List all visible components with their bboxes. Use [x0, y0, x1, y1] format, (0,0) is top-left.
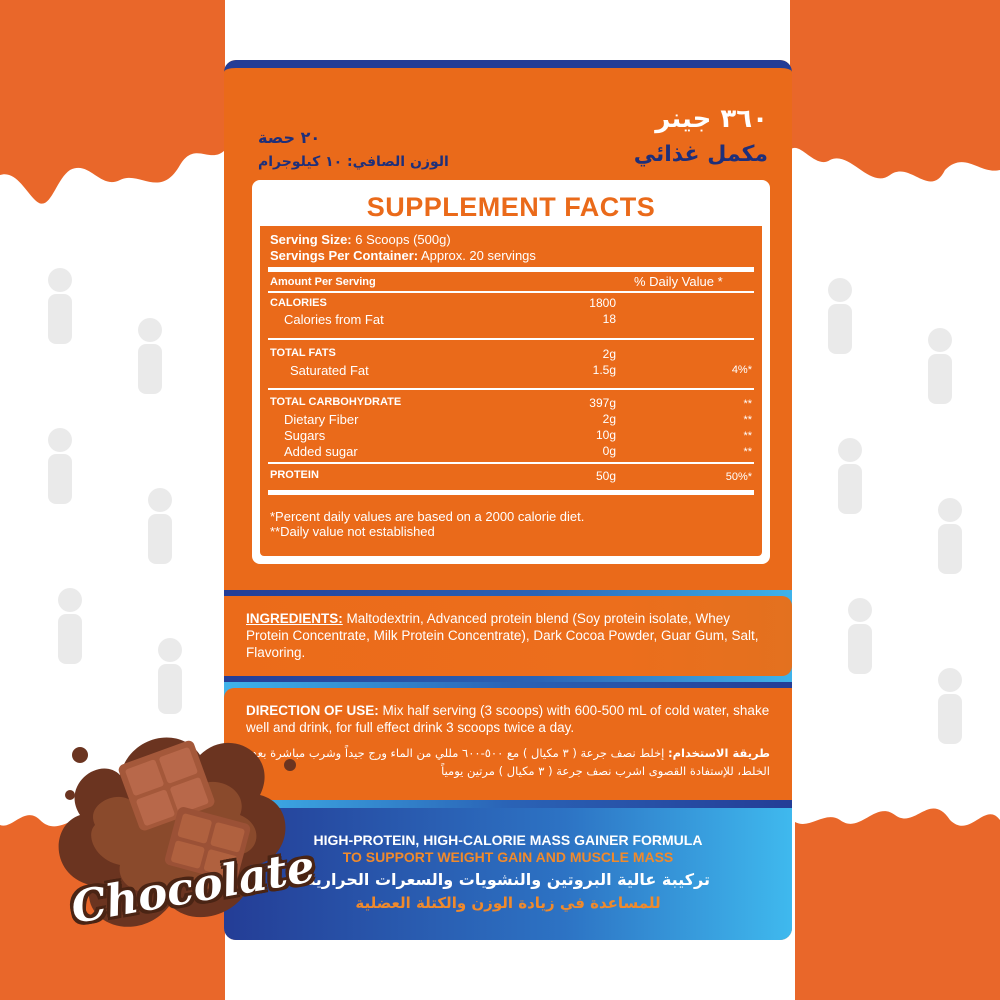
footnote-not-established: **Daily value not established	[270, 524, 435, 539]
sugars-dv: **	[743, 430, 752, 442]
sugars-label: Sugars	[284, 428, 326, 443]
calories-from-fat-label: Calories from Fat	[284, 312, 384, 327]
product-name-ar: ٣٦٠ جينر	[655, 104, 768, 134]
calories-amount: 1800	[589, 296, 616, 310]
direction-text-ar: طريقة الاستخدام: إخلط نصف جرعة ( ٣ مكيال…	[240, 744, 770, 780]
total-carbohydrate-dv: **	[743, 398, 752, 410]
claim-en-line2: TO SUPPORT WEIGHT GAIN AND MUSCLE MASS	[342, 849, 674, 865]
direction-box: DIRECTION OF USE: Mix half serving (3 sc…	[224, 688, 792, 800]
net-weight-ar: الوزن الصافي: ١٠ كيلوجرام	[258, 154, 449, 170]
ingredients-box: INGREDIENTS: Maltodextrin, Advanced prot…	[224, 596, 792, 676]
direction-label: DIRECTION OF USE:	[246, 703, 379, 718]
facts-title: SUPPLEMENT FACTS	[260, 188, 762, 226]
daily-value-header: % Daily Value *	[634, 274, 723, 289]
protein-dv: 50%*	[725, 471, 752, 483]
total-fats-label: TOTAL FATS	[270, 347, 336, 359]
claim-ar-line1: تركيبة عالية البروتين والنشويات والسعرات…	[306, 870, 710, 889]
claim-ar-line2: للمساعدة في زيادة الوزن والكتلة العضلية	[355, 894, 661, 912]
orange-drip-top	[0, 0, 1000, 204]
serving-size-value: 6 Scoops (500g)	[355, 232, 451, 247]
dietary-fiber-label: Dietary Fiber	[284, 412, 359, 427]
dietary-fiber-amount: 2g	[602, 412, 616, 426]
divider	[268, 388, 754, 390]
divider	[268, 338, 754, 340]
divider	[268, 462, 754, 464]
added-sugar-dv: **	[743, 446, 752, 458]
direction-instructions: Mix half serving (3 scoops) with 600-500…	[246, 703, 770, 735]
saturated-fat-dv: 4%*	[731, 364, 752, 376]
formula-claim-section: HIGH-PROTEIN, HIGH-CALORIE MASS GAINER F…	[224, 808, 792, 940]
product-label-panel: ٣٦٠ جينر مكمل غذائي ٢٠ حصة الوزن الصافي:…	[224, 60, 792, 940]
direction-label-ar: طريقة الاستخدام:	[668, 746, 770, 760]
saturated-fat-amount: 1.5g	[592, 363, 616, 377]
amount-per-serving-header: Amount Per Serving	[270, 276, 376, 288]
added-sugar-label: Added sugar	[284, 444, 358, 459]
protein-amount: 50g	[595, 469, 616, 483]
calories-from-fat-amount: 18	[602, 312, 616, 326]
added-sugar-amount: 0g	[602, 444, 616, 458]
footnote-daily-values: *Percent daily values are based on a 200…	[270, 509, 585, 524]
product-subtitle-ar: مكمل غذائي	[633, 142, 768, 167]
servings-per-container-label: Servings Per Container:	[270, 248, 419, 263]
servings-per-container-row: Servings Per Container: Approx. 20 servi…	[270, 248, 536, 263]
divider	[268, 291, 754, 293]
ingredients-list: Maltodextrin, Advanced protein blend (So…	[246, 611, 759, 660]
supplement-facts-card: SUPPLEMENT FACTS Serving Size: 6 Scoops …	[252, 180, 770, 564]
direction-text-en: DIRECTION OF USE: Mix half serving (3 sc…	[246, 702, 776, 736]
servings-per-container-value: Approx. 20 servings	[421, 248, 536, 263]
divider	[268, 490, 754, 495]
protein-label: PROTEIN	[270, 469, 319, 481]
total-fats-amount: 2g	[602, 347, 616, 361]
chocolate-splash-image	[58, 737, 296, 927]
total-carbohydrate-amount: 397g	[589, 396, 616, 410]
calories-label: CALORIES	[270, 297, 327, 309]
ingredients-label: INGREDIENTS:	[246, 611, 343, 626]
ingredients-text: INGREDIENTS: Maltodextrin, Advanced prot…	[246, 610, 776, 661]
serving-size-row: Serving Size: 6 Scoops (500g)	[270, 232, 451, 247]
sugars-amount: 10g	[595, 428, 616, 442]
label-top-section: ٣٦٠ جينر مكمل غذائي ٢٠ حصة الوزن الصافي:…	[224, 60, 792, 590]
direction-section: DIRECTION OF USE: Mix half serving (3 sc…	[224, 682, 792, 808]
ingredients-section: INGREDIENTS: Maltodextrin, Advanced prot…	[224, 590, 792, 682]
servings-ar: ٢٠ حصة	[258, 128, 321, 147]
dietary-fiber-dv: **	[743, 414, 752, 426]
serving-size-label: Serving Size:	[270, 232, 352, 247]
saturated-fat-label: Saturated Fat	[290, 363, 369, 378]
supplement-facts-table: SUPPLEMENT FACTS Serving Size: 6 Scoops …	[258, 186, 764, 558]
total-carbohydrate-label: TOTAL CARBOHYDRATE	[270, 396, 402, 408]
divider	[268, 267, 754, 272]
claim-en-line1: HIGH-PROTEIN, HIGH-CALORIE MASS GAINER F…	[313, 832, 703, 848]
direction-instructions-ar: إخلط نصف جرعة ( ٣ مكيال ) مع ٥٠٠-٦٠٠ ملل…	[251, 746, 770, 778]
